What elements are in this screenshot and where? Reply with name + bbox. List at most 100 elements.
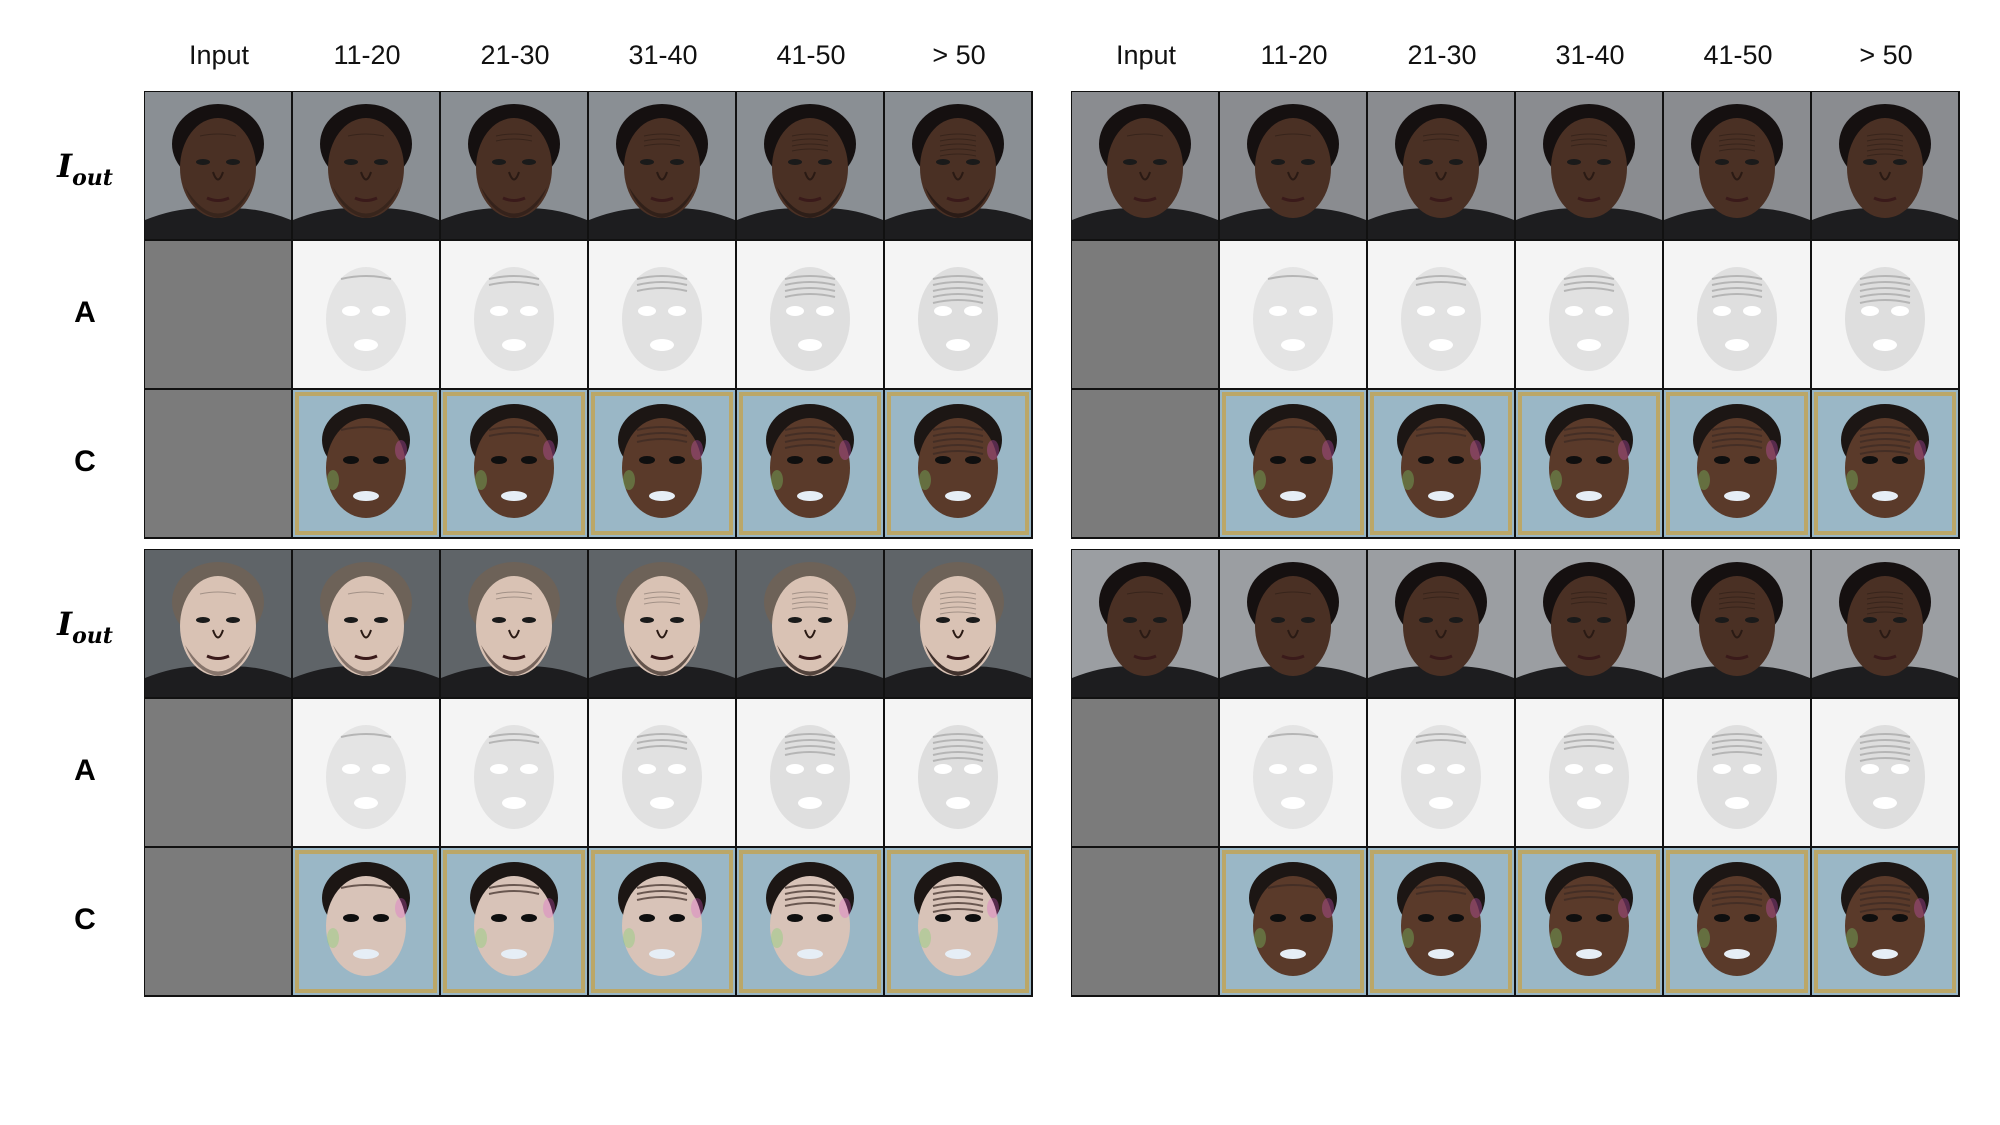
aged-face-image [1220,550,1366,697]
attention-mask-image-graphic [1664,699,1810,846]
input-face-image-graphic [145,550,291,697]
attention-mask-image [885,241,1031,388]
column-header: 21-30 [480,40,550,70]
aged-face-image [1664,92,1810,239]
empty-cell [145,848,291,995]
aged-face-image [1516,92,1662,239]
row-label-color: C [74,445,96,478]
attention-mask-image-graphic [737,241,883,388]
attention-mask-image [1664,241,1810,388]
attention-mask-image-graphic [885,699,1031,846]
color-mask-image-graphic [441,390,587,537]
aged-face-image-graphic [441,92,587,239]
color-mask-image [1516,390,1662,537]
aged-face-image [1220,92,1366,239]
color-mask-image [1516,848,1662,995]
color-mask-image-graphic [589,390,735,537]
attention-mask-image-graphic [1368,699,1514,846]
aged-face-image-graphic [1220,92,1366,239]
color-mask-image-graphic [1220,848,1366,995]
color-mask-image [885,848,1031,995]
color-mask-image [737,390,883,537]
aged-face-image-graphic [1664,550,1810,697]
aged-face-image [1368,550,1514,697]
color-mask-image-graphic [589,848,735,995]
color-mask-image [441,390,587,537]
attention-mask-image [885,699,1031,846]
aged-face-image-graphic [1812,92,1958,239]
aged-face-image-graphic [737,550,883,697]
aged-face-image [589,550,735,697]
panel-grid [1071,91,1960,539]
column-header: 31-40 [628,40,698,70]
color-mask-image-graphic [1812,390,1958,537]
attention-mask-image-graphic [1664,241,1810,388]
aged-face-image [589,92,735,239]
attention-mask-image-graphic [737,699,883,846]
attention-mask-image [1516,241,1662,388]
aged-face-image [293,92,439,239]
aged-face-image-graphic [589,92,735,239]
color-mask-image [1812,390,1958,537]
column-header: > 50 [932,40,986,70]
input-face-image [1072,92,1218,239]
color-mask-image [293,848,439,995]
color-mask-image [1220,390,1366,537]
color-mask-image [1368,390,1514,537]
column-header: 11-20 [333,40,401,70]
input-face-image [145,550,291,697]
aged-face-image-graphic [1516,92,1662,239]
attention-mask-image [1516,699,1662,846]
aged-face-image-graphic [737,92,883,239]
input-face-image [145,92,291,239]
input-face-image-graphic [1072,92,1218,239]
attention-mask-image-graphic [441,241,587,388]
color-mask-image-graphic [1220,390,1366,537]
color-mask-image-graphic [1812,848,1958,995]
panel-grid [1071,549,1960,997]
attention-mask-image-graphic [1812,241,1958,388]
attention-mask-image [737,699,883,846]
color-mask-image-graphic [1516,848,1662,995]
column-header: 41-50 [776,40,846,70]
attention-mask-image-graphic [1812,699,1958,846]
color-mask-image-graphic [1664,390,1810,537]
attention-mask-image-graphic [293,699,439,846]
attention-mask-image [293,699,439,846]
aged-face-image-graphic [885,550,1031,697]
column-header: 11-20 [1260,40,1328,70]
row-label-output-sub: out [72,165,113,191]
empty-cell [1072,390,1218,537]
input-face-image [1072,550,1218,697]
aged-face-image [441,92,587,239]
aged-face-image-graphic [293,550,439,697]
aged-face-image [737,92,883,239]
attention-mask-image [589,699,735,846]
aged-face-image-graphic [885,92,1031,239]
attention-mask-image [441,699,587,846]
empty-cell [1072,699,1218,846]
aged-face-image [441,550,587,697]
empty-cell [145,241,291,388]
color-mask-image [589,848,735,995]
row-label-output-main: I [57,147,73,185]
column-header: 21-30 [1407,40,1477,70]
attention-mask-image [1368,241,1514,388]
aged-face-image-graphic [1368,550,1514,697]
color-mask-image [1220,848,1366,995]
aged-face-image-graphic [1368,92,1514,239]
input-face-image-graphic [1072,550,1218,697]
aged-face-image-graphic [293,92,439,239]
color-mask-image [1664,848,1810,995]
aged-face-image [1368,92,1514,239]
color-mask-image-graphic [737,390,883,537]
color-mask-image [1664,390,1810,537]
attention-mask-image-graphic [1220,241,1366,388]
attention-mask-image [1368,699,1514,846]
aged-face-image [885,550,1031,697]
aged-face-image [1516,550,1662,697]
attention-mask-image [589,241,735,388]
attention-mask-image-graphic [1368,241,1514,388]
attention-mask-image [1812,241,1958,388]
color-mask-image-graphic [885,390,1031,537]
